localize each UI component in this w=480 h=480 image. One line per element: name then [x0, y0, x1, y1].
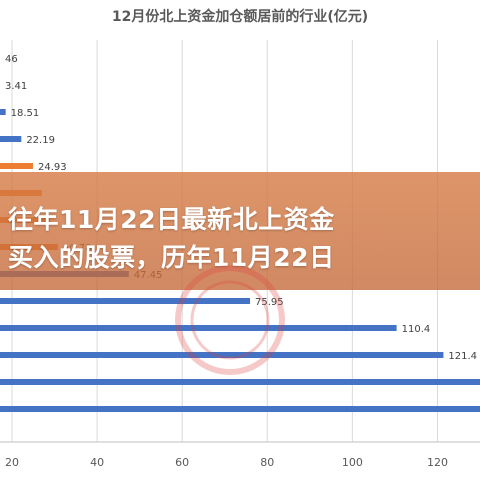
watermark-stamp [175, 265, 285, 375]
bar [0, 406, 480, 412]
bar-value-label: 18.51 [11, 108, 40, 119]
bar-value-label: 22.19 [26, 135, 55, 146]
bar-value-label: 24.93 [38, 162, 67, 173]
bar [0, 163, 33, 169]
x-tick-label: 80 [260, 456, 274, 469]
bar-value-label: 46 [5, 54, 18, 65]
x-tick-label: 100 [342, 456, 363, 469]
x-tick-label: 60 [175, 456, 189, 469]
headline-banner [0, 172, 480, 290]
bar [0, 325, 397, 331]
bar [0, 109, 6, 115]
bar-value-label: 121.4 [448, 351, 477, 362]
x-tick-label: 20 [5, 456, 19, 469]
bar [0, 379, 480, 385]
bar-value-label: 75.95 [255, 297, 284, 308]
chart-title: 12月份北上资金加仓额居前的行业(亿元) [111, 9, 369, 25]
bar [0, 136, 22, 142]
bar-value-label: 3.41 [5, 81, 27, 92]
x-tick-label: 120 [427, 456, 448, 469]
headline-line-2: 买入的股票，历年11月22日 [8, 243, 335, 272]
bar [0, 352, 444, 358]
bar-value-label: 110.4 [402, 324, 431, 335]
headline-line-1: 往年11月22日最新北上资金 [8, 205, 335, 234]
x-tick-label: 40 [90, 456, 104, 469]
bar [0, 298, 251, 304]
x-axis-ticks: 20 40 60 80 100 120 [0, 441, 480, 469]
